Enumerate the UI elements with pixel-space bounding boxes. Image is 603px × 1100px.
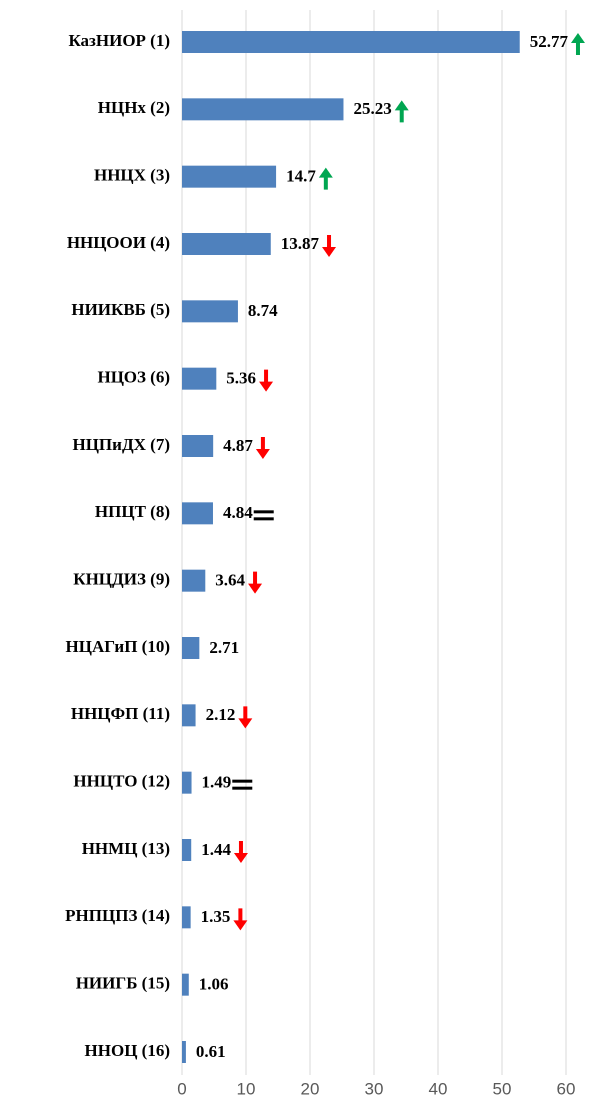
trend-arrow [238,706,253,729]
trend-arrow [322,235,337,257]
value-label: 4.84 [223,503,253,522]
trend-equal [232,786,253,790]
category-label: ННОЦ (16) [85,1041,170,1060]
trend-arrow [255,437,270,459]
bar [182,435,214,457]
bar [182,31,520,53]
category-label: ННЦФП (11) [71,704,170,723]
trend-arrow [570,33,585,55]
x-tick-label: 30 [365,1079,384,1098]
value-label: 13.87 [281,234,320,253]
x-tick-label: 0 [177,1079,186,1098]
trend-equal [253,517,274,521]
value-label: 25.23 [353,99,391,118]
category-label: ННЦХ (3) [94,166,170,185]
bar [182,367,217,390]
trend-arrow [233,841,248,863]
bar [182,839,192,861]
x-tick-label: 50 [493,1079,512,1098]
bar [182,973,189,996]
value-label: 4.87 [223,436,253,455]
category-label: ННЦТО (12) [73,772,170,791]
value-label: 1.06 [199,975,229,994]
trend-arrow [233,908,248,931]
category-label: КНЦДИЗ (9) [73,570,170,589]
bar [182,704,196,727]
x-tick-label: 60 [557,1079,576,1098]
category-label: НИИКВБ (5) [71,300,170,319]
value-label: 2.12 [206,705,236,724]
category-label: НПЦТ (8) [95,502,170,521]
bar [182,233,271,255]
bar [182,906,191,929]
value-label: 0.61 [196,1042,226,1061]
category-label: НЦПиДХ (7) [72,435,170,454]
value-label: 8.74 [248,301,278,320]
trend-arrow [248,571,263,594]
bar [182,637,200,659]
category-label: РНПЦПЗ (14) [65,906,170,925]
trend-equal [253,510,274,514]
trend-arrow [394,100,409,123]
value-label: 1.35 [201,907,231,926]
bar [182,300,238,323]
value-label: 1.49 [202,773,232,792]
value-label: 3.64 [215,571,245,590]
bar [182,502,213,525]
x-tick-label: 20 [301,1079,320,1098]
value-label: 1.44 [201,840,231,859]
value-label: 52.77 [530,32,569,51]
value-label: 2.71 [209,638,239,657]
category-label: НИИГБ (15) [76,974,170,993]
trend-arrow [318,167,333,190]
trend-arrow [259,369,274,392]
value-label: 14.7 [286,167,316,186]
category-label: ННМЦ (13) [82,839,170,858]
bar [182,569,206,592]
category-label: НЦОЗ (6) [98,368,171,387]
category-label: КазНИОР (1) [68,31,170,50]
bar [182,98,344,121]
category-label: ННЦООИ (4) [67,233,170,252]
category-label: НЦАГиП (10) [66,637,170,656]
bar [182,1041,186,1063]
x-tick-label: 10 [237,1079,256,1098]
x-tick-label: 40 [429,1079,448,1098]
bar [182,165,277,188]
bar [182,771,192,794]
value-label: 5.36 [226,369,256,388]
trend-equal [232,779,253,783]
category-label: НЦНх (2) [98,98,170,117]
